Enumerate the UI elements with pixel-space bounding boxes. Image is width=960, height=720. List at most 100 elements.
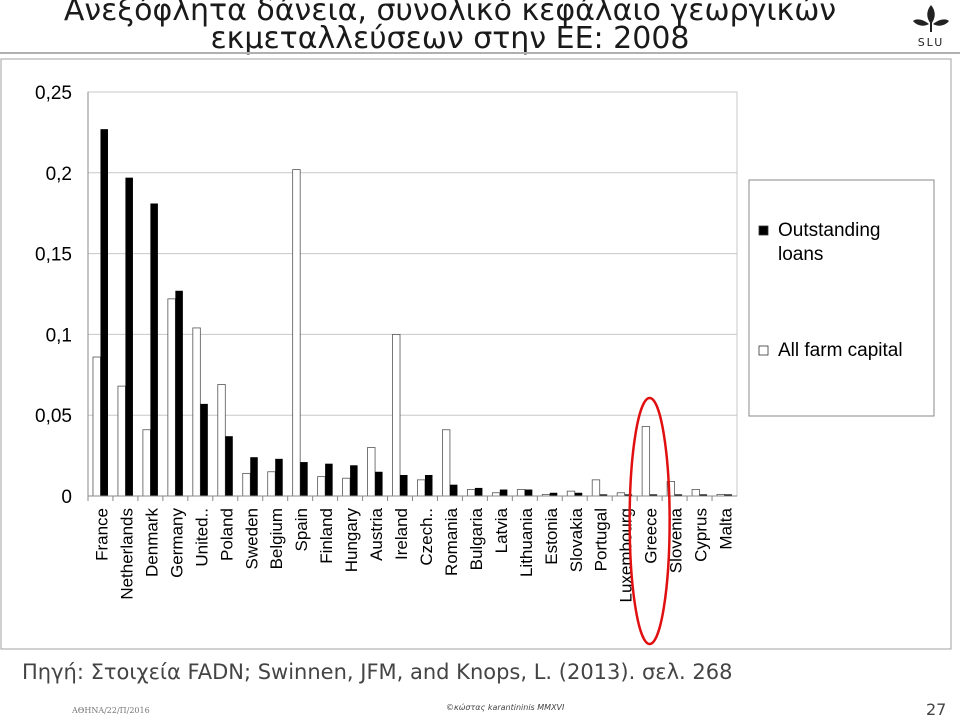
greece-highlight-circle <box>628 396 671 646</box>
bar-outstanding-loans-romania <box>449 484 458 496</box>
x-tick-label: Romania <box>442 507 461 576</box>
x-tick-label: Slovakia <box>567 507 586 572</box>
x-tick-label: Estonia <box>542 507 561 564</box>
x-tick-labels: France Netherlands Denmark Germany United.. P… <box>92 507 735 602</box>
legend-label: loans <box>778 244 823 265</box>
bar-chart: 0 0,05 0,1 0,15 0,2 0,25 France Netherlands Den… <box>0 58 952 650</box>
footer-copyright: ©κώστας karantininis MMXVI <box>446 703 565 712</box>
bar-all-farm-capital-greece <box>641 426 651 497</box>
footer-date: ΑΘΗΝΑ/22/Π/2016 <box>72 706 150 715</box>
y-tick-label: 0,1 <box>46 325 72 346</box>
bar-all-farm-capital-portugal <box>591 479 601 497</box>
legend-swatch <box>758 225 769 236</box>
bar-outstanding-loans-ireland <box>400 474 408 496</box>
legend-box <box>748 179 935 417</box>
x-tick-label: Sweden <box>242 508 261 569</box>
legend-swatch <box>758 345 769 356</box>
bar-all-farm-capital-france <box>92 356 101 497</box>
chart-legend: Outstanding loans All farm capital <box>748 179 935 417</box>
x-tick-label: Czech.. <box>417 508 436 566</box>
bar-outstanding-loans-denmark <box>150 203 158 496</box>
bar-outstanding-loans-slovenia <box>674 494 683 496</box>
bar-outstanding-loans-poland <box>225 436 233 496</box>
page-number: 27 <box>926 700 947 719</box>
bar-outstanding-loans-netherlands <box>125 177 133 496</box>
bar-outstanding-loans-latvia <box>499 489 508 496</box>
x-tick-label: Spain <box>292 508 311 551</box>
x-tick-label: Lithuania <box>517 507 536 577</box>
y-tick-label: 0,15 <box>35 245 72 266</box>
x-tick-label: France <box>92 508 111 561</box>
x-tick-label: Hungary <box>342 508 361 573</box>
bar-all-farm-capital-romania <box>442 429 451 497</box>
bar-outstanding-loans-austria <box>375 471 383 496</box>
bar-all-farm-capital-austria <box>367 447 376 497</box>
x-tick-label: Netherlands <box>117 508 136 600</box>
bar-all-farm-capital-bulgaria <box>467 489 476 497</box>
x-tick-label: Bulgaria <box>467 507 486 570</box>
bar-outstanding-loans-france <box>100 129 108 496</box>
x-tick-label: Portugal <box>592 508 611 571</box>
bar-outstanding-loans-spain <box>300 462 308 496</box>
bar-outstanding-loans-finland <box>325 463 333 496</box>
bar-outstanding-loans-luxembourg <box>624 494 633 496</box>
bar-outstanding-loans-greece <box>649 494 658 496</box>
bar-all-farm-capital-spain <box>292 169 301 497</box>
y-tick-label: 0,25 <box>35 83 72 104</box>
x-tick-label: Poland <box>217 508 236 561</box>
bar-outstanding-loans-cyprus <box>699 494 708 496</box>
bar-outstanding-loans-slovakia <box>574 492 583 496</box>
title-divider <box>0 52 960 54</box>
source-citation: Πηγή: Στοιχεία FADN; Swinnen, JFM, and K… <box>22 660 733 684</box>
x-tick-label: Germany <box>167 508 186 578</box>
bar-outstanding-loans-estonia <box>549 492 558 496</box>
x-tick-label: Cyprus <box>692 508 711 562</box>
bar-all-farm-capital-finland <box>317 476 326 497</box>
bar-all-farm-capital-cyprus <box>691 489 700 497</box>
bar-all-farm-capital-germany <box>167 298 176 497</box>
legend-label: All farm capital <box>778 340 903 361</box>
bar-all-farm-capital-netherlands <box>117 385 126 497</box>
x-tick-label: Finland <box>317 508 336 564</box>
x-tick-label: Austria <box>367 507 386 560</box>
y-tick-label: 0 <box>61 487 72 508</box>
y-tick-labels: 0 0,05 0,1 0,15 0,2 0,25 <box>35 83 72 508</box>
x-tick-label: Malta <box>717 507 736 549</box>
bar-all-farm-capital-denmark <box>142 429 151 497</box>
bar-outstanding-loans-czech <box>424 474 433 496</box>
slu-logo: SLU <box>913 5 949 49</box>
bar-all-farm-capital-united <box>192 327 201 497</box>
legend-label: Outstanding <box>778 220 880 241</box>
bar-outstanding-loans-hungary <box>350 465 358 496</box>
bar-all-farm-capital-sweden <box>242 472 251 497</box>
bar-all-farm-capital-slovakia <box>566 490 576 497</box>
x-tick-label: Denmark <box>142 508 161 577</box>
bar-outstanding-loans-lithuania <box>524 489 533 496</box>
bar-all-farm-capital-lithuania <box>516 489 526 497</box>
y-tick-label: 0,05 <box>35 406 72 427</box>
slide-title-line2: εκμεταλλεύσεων στην ΕΕ: 2008 <box>210 21 690 56</box>
bar-all-farm-capital-poland <box>217 384 226 497</box>
x-tick-label: Belgium <box>267 508 286 569</box>
bar-outstanding-loans-portugal <box>599 494 608 496</box>
bar-all-farm-capital-ireland <box>392 333 401 497</box>
chart-bars <box>92 129 733 497</box>
slide-title-line1: Ανεξόφλητα δάνεια, συνολικό κεφάλαιο γεω… <box>63 0 837 28</box>
x-tick-label: Greece <box>642 508 661 564</box>
bar-all-farm-capital-hungary <box>342 477 351 497</box>
chart-axes <box>87 92 737 501</box>
logo-text: SLU <box>918 36 945 49</box>
x-tick-label: Latvia <box>492 507 511 553</box>
x-tick-label: Slovenia <box>667 507 686 573</box>
bar-all-farm-capital-belgium <box>267 471 276 497</box>
bar-outstanding-loans-germany <box>175 290 183 496</box>
y-tick-label: 0,2 <box>46 164 72 185</box>
bar-outstanding-loans-united <box>200 403 208 496</box>
bar-outstanding-loans-belgium <box>275 458 283 496</box>
bar-outstanding-loans-sweden <box>250 457 258 496</box>
bar-outstanding-loans-malta <box>724 494 733 496</box>
x-tick-label: United.. <box>192 508 211 567</box>
x-tick-label: Ireland <box>392 508 411 560</box>
bar-all-farm-capital-czech <box>417 479 426 497</box>
bar-outstanding-loans-bulgaria <box>474 487 483 496</box>
